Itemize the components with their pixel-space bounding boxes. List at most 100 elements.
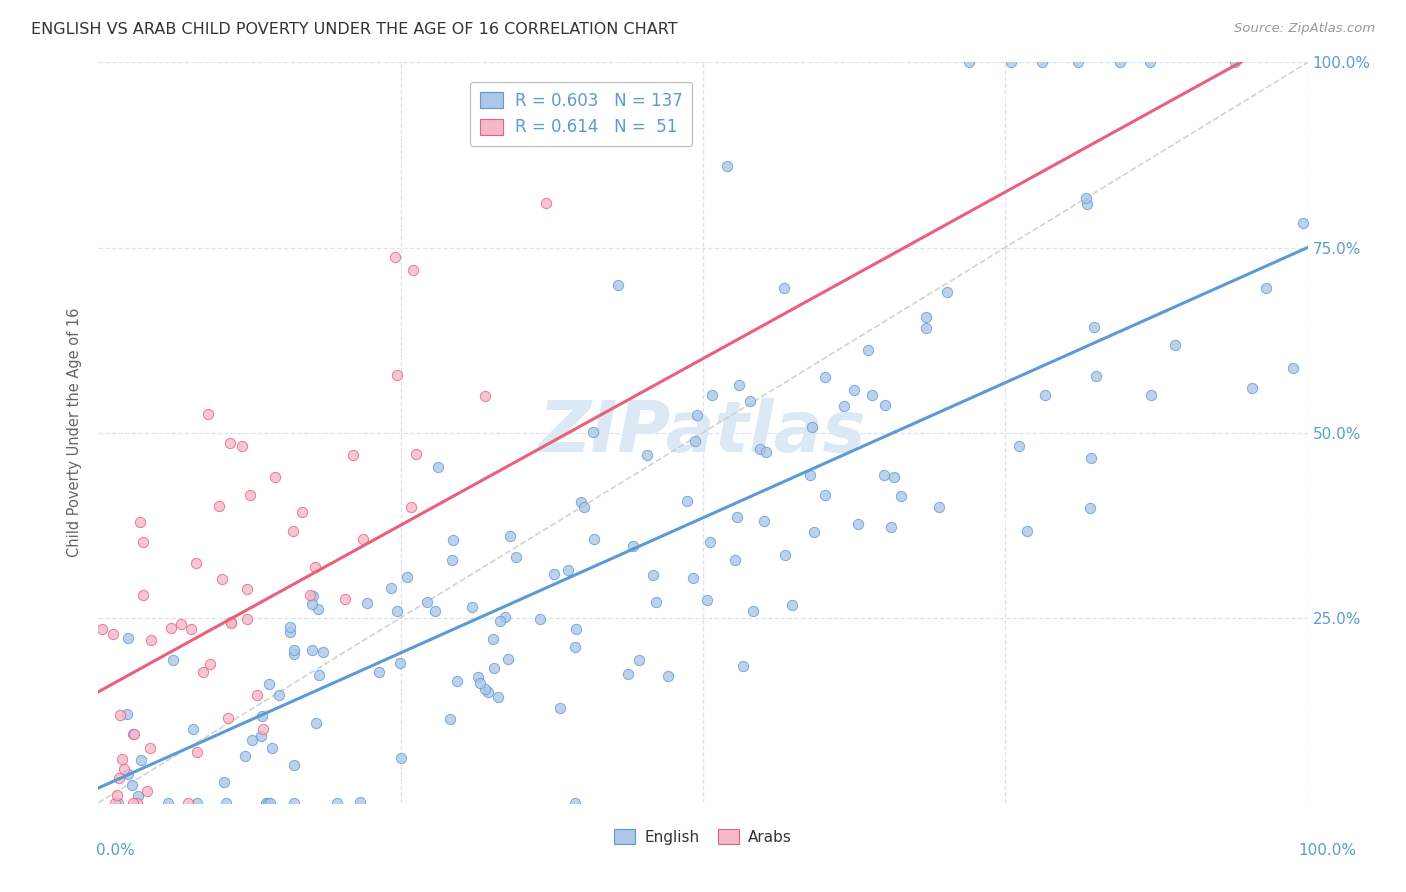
Point: [181, 722, 204, 736]
Point: [571, 495, 593, 509]
Point: [1074, 191, 1097, 205]
Point: [1076, 197, 1098, 211]
Point: [1223, 55, 1246, 70]
Point: [333, 592, 356, 607]
Point: [110, 707, 132, 722]
Point: [643, 568, 665, 582]
Point: [686, 409, 709, 423]
Point: [156, 796, 179, 810]
Point: [221, 615, 243, 629]
Point: [1031, 55, 1053, 70]
Point: [132, 588, 155, 602]
Point: [572, 500, 595, 514]
Point: [470, 675, 492, 690]
Point: [246, 688, 269, 702]
Point: [548, 701, 571, 715]
Point: [1080, 451, 1102, 466]
Legend: English, Arabs: English, Arabs: [607, 823, 799, 851]
Point: [460, 600, 482, 615]
Point: [184, 556, 207, 570]
Point: [773, 549, 796, 563]
Point: [254, 796, 277, 810]
Point: [621, 539, 644, 553]
Point: [308, 668, 330, 682]
Point: [534, 196, 557, 211]
Point: [565, 622, 588, 636]
Point: [1017, 524, 1039, 538]
Point: [367, 665, 389, 680]
Point: [264, 470, 287, 484]
Point: [441, 553, 464, 567]
Point: [122, 796, 145, 810]
Point: [832, 399, 855, 413]
Point: [162, 653, 184, 667]
Point: [233, 748, 256, 763]
Point: [389, 750, 412, 764]
Point: [127, 796, 149, 810]
Point: [1109, 55, 1132, 70]
Point: [252, 709, 274, 723]
Point: [193, 665, 215, 679]
Point: [856, 343, 879, 357]
Point: [389, 656, 412, 670]
Text: ENGLISH VS ARAB CHILD POVERTY UNDER THE AGE OF 16 CORRELATION CHART: ENGLISH VS ARAB CHILD POVERTY UNDER THE …: [31, 22, 678, 37]
Point: [278, 620, 301, 634]
Point: [301, 597, 323, 611]
Point: [139, 741, 162, 756]
Point: [814, 370, 837, 384]
Point: [890, 489, 912, 503]
Point: [607, 277, 630, 292]
Point: [439, 712, 461, 726]
Point: [259, 677, 281, 691]
Point: [112, 762, 135, 776]
Point: [349, 795, 371, 809]
Point: [1164, 337, 1187, 351]
Point: [385, 368, 408, 383]
Point: [307, 602, 329, 616]
Point: [724, 553, 747, 567]
Point: [446, 674, 468, 689]
Point: [860, 388, 883, 402]
Point: [928, 500, 950, 514]
Point: [252, 722, 274, 736]
Point: [873, 399, 896, 413]
Point: [1083, 320, 1105, 334]
Point: [219, 615, 242, 630]
Point: [1067, 55, 1090, 70]
Point: [267, 688, 290, 702]
Point: [115, 707, 138, 722]
Point: [427, 460, 450, 475]
Point: [880, 519, 903, 533]
Point: [488, 614, 510, 628]
Point: [873, 468, 896, 483]
Text: 0.0%: 0.0%: [96, 843, 135, 858]
Point: [628, 653, 651, 667]
Point: [467, 670, 489, 684]
Point: [482, 661, 505, 675]
Point: [1007, 439, 1029, 453]
Point: [385, 604, 408, 618]
Point: [117, 631, 139, 645]
Y-axis label: Child Poverty Under the Age of 16: Child Poverty Under the Age of 16: [67, 308, 83, 558]
Point: [311, 645, 333, 659]
Point: [305, 716, 328, 731]
Point: [1292, 216, 1315, 230]
Point: [135, 784, 157, 798]
Point: [1078, 501, 1101, 516]
Point: [1139, 55, 1161, 70]
Point: [107, 772, 129, 786]
Point: [259, 796, 281, 810]
Point: [657, 669, 679, 683]
Point: [395, 570, 418, 584]
Point: [239, 488, 262, 502]
Point: [217, 711, 239, 725]
Point: [176, 796, 198, 810]
Point: [617, 667, 640, 681]
Point: [208, 499, 231, 513]
Point: [186, 796, 208, 810]
Point: [128, 515, 150, 529]
Point: [441, 533, 464, 547]
Point: [299, 588, 322, 602]
Point: [122, 727, 145, 741]
Point: [256, 796, 278, 810]
